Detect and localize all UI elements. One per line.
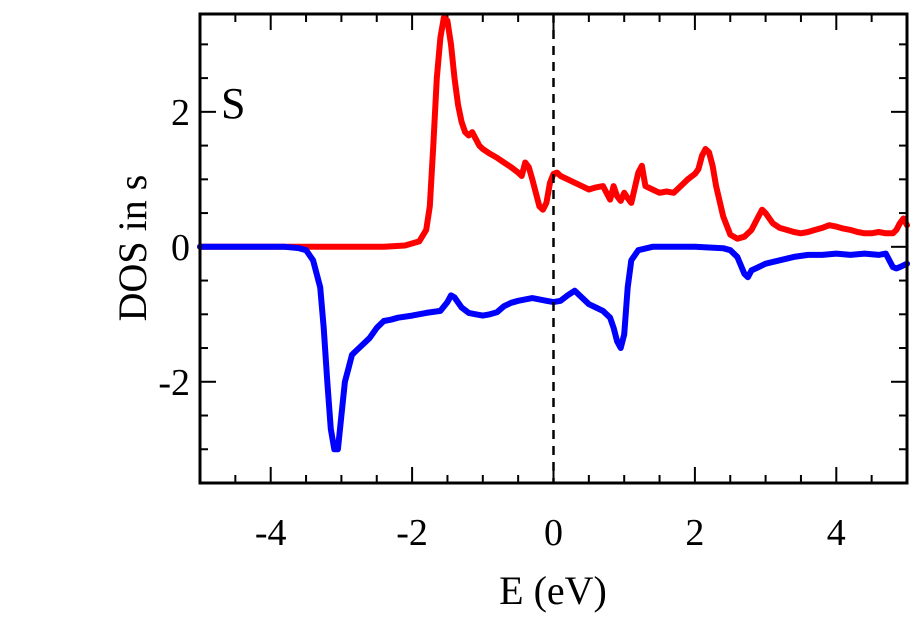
y-tick-label: 2 — [171, 92, 190, 134]
y-tick-label: -2 — [158, 362, 190, 404]
x-axis-title: E (eV) — [499, 568, 607, 613]
plot-lines — [197, 14, 910, 453]
y-ticks: -2 0 2 — [158, 43, 907, 484]
x-tick-label: 2 — [685, 512, 704, 554]
x-tick-label: 0 — [544, 512, 563, 554]
x-tick-label: -2 — [396, 512, 428, 554]
panel-label: S — [221, 79, 245, 128]
plot-frame — [198, 12, 909, 485]
series-line-blue — [197, 243, 910, 453]
x-tick-label: -4 — [255, 512, 287, 554]
x-tick-label: 4 — [827, 512, 846, 554]
y-axis-title: DOS in s — [110, 175, 155, 322]
series-line-red — [197, 14, 910, 250]
x-ticks: -4 -2 0 2 4 — [199, 14, 908, 554]
y-tick-label: 0 — [171, 227, 190, 269]
